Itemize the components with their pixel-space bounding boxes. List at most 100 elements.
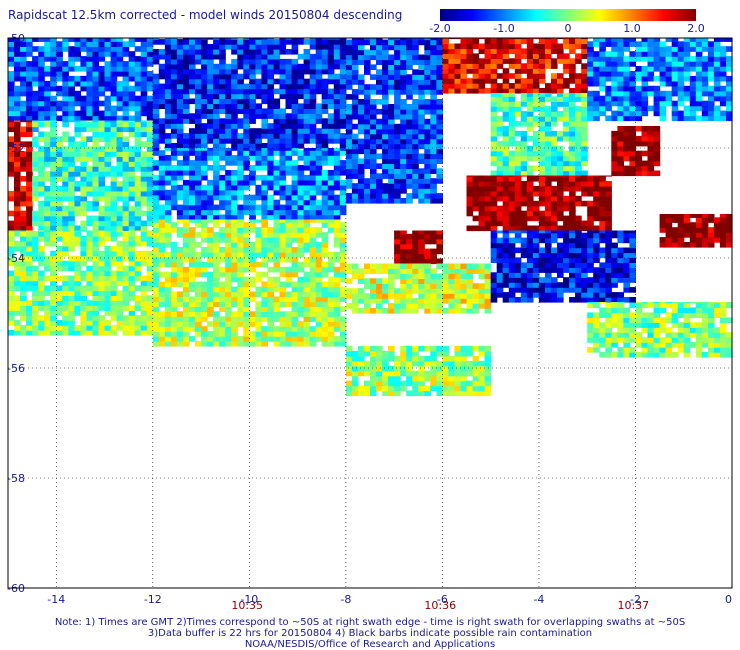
heatmap-cell xyxy=(201,53,208,60)
heatmap-cell xyxy=(394,49,401,56)
heatmap-cell xyxy=(219,38,226,40)
heatmap-cell xyxy=(110,295,118,301)
heatmap-cell xyxy=(189,242,196,248)
heatmap-cell xyxy=(273,209,281,216)
heatmap-cell xyxy=(219,53,226,60)
heatmap-cell xyxy=(575,220,582,227)
heatmap-cell xyxy=(400,263,407,269)
heatmap-cell xyxy=(327,73,335,80)
heatmap-cell xyxy=(309,256,317,263)
heatmap-cell xyxy=(436,293,443,299)
heatmap-cell xyxy=(20,51,27,57)
heatmap-cell xyxy=(418,74,425,80)
heatmap-cell xyxy=(303,88,311,95)
heatmap-cell xyxy=(376,99,383,105)
heatmap-cell xyxy=(496,101,504,107)
heatmap-cell xyxy=(315,291,323,298)
heatmap-cell xyxy=(382,380,389,387)
heatmap-cell xyxy=(267,53,274,60)
heatmap-cell xyxy=(364,198,371,204)
heatmap-cell xyxy=(430,74,437,80)
heatmap-cell xyxy=(80,126,87,133)
heatmap-cell xyxy=(291,199,299,206)
heatmap-cell xyxy=(170,123,178,129)
heatmap-cell xyxy=(237,170,244,176)
heatmap-cell xyxy=(273,227,281,233)
heatmap-cell xyxy=(140,105,148,112)
heatmap-cell xyxy=(146,75,154,82)
heatmap-cell xyxy=(418,104,425,110)
heatmap-cell xyxy=(448,273,455,279)
heatmap-cell xyxy=(406,49,413,56)
heatmap-cell xyxy=(68,190,75,197)
heatmap-cell xyxy=(357,163,365,169)
heatmap-cell xyxy=(538,68,546,74)
heatmap-cell xyxy=(394,108,401,115)
heatmap-cell xyxy=(122,51,130,57)
heatmap-cell xyxy=(86,146,93,152)
heatmap-cell xyxy=(152,174,160,181)
heatmap-cell xyxy=(50,38,57,42)
heatmap-cell xyxy=(86,46,93,52)
heatmap-cell xyxy=(327,78,335,85)
heatmap-cell xyxy=(62,275,69,282)
heatmap-cell xyxy=(146,315,154,321)
heatmap-cell xyxy=(436,128,443,135)
heatmap-cell xyxy=(26,250,33,257)
heatmap-cell xyxy=(98,110,106,117)
heatmap-cell xyxy=(400,108,407,115)
heatmap-cell xyxy=(345,355,353,362)
heatmap-cell xyxy=(158,189,166,196)
heatmap-cell xyxy=(104,305,112,311)
heatmap-cell xyxy=(653,155,661,162)
heatmap-cell xyxy=(273,306,281,312)
heatmap-cell xyxy=(140,156,148,162)
heatmap-cell xyxy=(231,261,238,268)
heatmap-cell xyxy=(557,176,564,182)
heatmap-cell xyxy=(219,39,226,45)
heatmap-cell xyxy=(183,108,190,114)
heatmap-cell xyxy=(20,200,27,207)
heatmap-cell xyxy=(146,280,154,287)
heatmap-cell xyxy=(309,199,317,206)
heatmap-cell xyxy=(430,308,437,314)
heatmap-cell xyxy=(80,300,87,306)
heatmap-cell xyxy=(237,296,244,303)
heatmap-cell xyxy=(273,237,281,243)
heatmap-cell xyxy=(140,66,148,72)
heatmap-cell xyxy=(279,271,287,278)
heatmap-cell xyxy=(478,43,486,50)
heatmap-cell xyxy=(671,217,679,223)
heatmap-cell xyxy=(243,204,250,211)
heatmap-cell xyxy=(50,126,57,133)
heatmap-cell xyxy=(496,140,504,147)
heatmap-cell xyxy=(460,385,468,392)
heatmap-cell xyxy=(291,118,299,124)
heatmap-cell xyxy=(86,120,93,123)
heatmap-cell xyxy=(249,39,256,45)
heatmap-cell xyxy=(659,222,667,228)
heatmap-cell xyxy=(466,190,474,197)
heatmap-cell xyxy=(412,303,419,309)
heatmap-cell xyxy=(315,214,323,221)
heatmap-cell xyxy=(569,38,576,45)
heatmap-cell xyxy=(406,233,413,240)
heatmap-cell xyxy=(249,128,256,134)
heatmap-cell xyxy=(424,158,431,164)
heatmap-cell xyxy=(502,176,510,182)
heatmap-cell xyxy=(8,275,15,282)
heatmap-cell xyxy=(563,101,570,107)
heatmap-cell xyxy=(267,38,274,40)
heatmap-cell xyxy=(225,184,232,191)
heatmap-cell xyxy=(219,232,226,238)
heatmap-cell xyxy=(255,44,262,50)
heatmap-cell xyxy=(207,194,214,201)
heatmap-cell xyxy=(309,219,317,223)
heatmap-cell xyxy=(315,155,323,161)
heatmap-cell xyxy=(170,184,178,191)
heatmap-cell xyxy=(26,265,33,272)
heatmap-cell xyxy=(466,283,474,289)
heatmap-cell xyxy=(146,105,154,112)
heatmap-cell xyxy=(189,170,196,176)
heatmap-cell xyxy=(400,198,407,204)
